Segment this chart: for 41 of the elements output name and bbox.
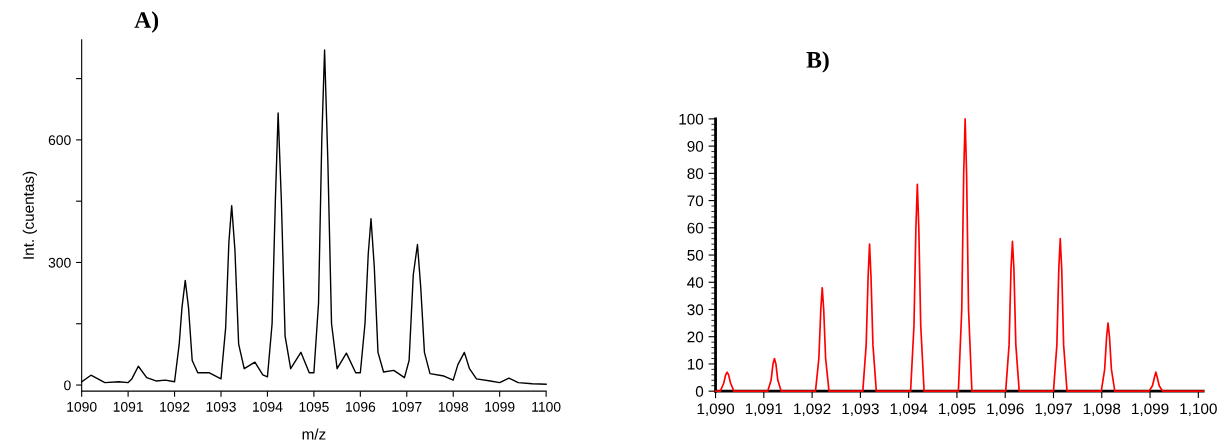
x-tick-label: 1091 <box>113 401 143 412</box>
x-tick-label: 1,094 <box>890 403 928 416</box>
y-tick-label: 30 <box>687 304 704 316</box>
y-tick-label: 0 <box>64 380 71 391</box>
line-series <box>714 118 1204 393</box>
x-tick-label: 1,093 <box>842 403 879 416</box>
x-axis-title: m/z <box>302 428 326 440</box>
x-tick-label: 1096 <box>345 401 376 412</box>
y-axis-title: Int. (cuentas) <box>22 171 37 259</box>
chart-title: A) <box>134 11 159 33</box>
y-tick-label: 80 <box>687 168 704 180</box>
y-tick-label: 100 <box>679 113 704 125</box>
x-tick-label: 1,097 <box>1035 403 1072 416</box>
chart-title: B) <box>806 51 829 73</box>
y-tick-label: 600 <box>48 135 71 146</box>
x-tick-label: 1,091 <box>745 403 783 416</box>
x-tick-label: 1,100 <box>1180 403 1217 416</box>
x-tick-label: 1,099 <box>1132 403 1169 416</box>
y-tick-label: 300 <box>48 257 71 268</box>
x-tick-label: 1100 <box>532 401 561 412</box>
y-tick-label: 40 <box>687 277 704 288</box>
x-tick-label: 1,095 <box>938 403 976 416</box>
y-tick-label: 0 <box>695 386 704 397</box>
x-tick-label: 1090 <box>67 401 97 412</box>
x-tick-label: 1098 <box>438 401 469 412</box>
y-tick-label: 70 <box>687 195 704 207</box>
x-tick-label: 1097 <box>392 401 422 412</box>
x-tick-label: 1093 <box>206 401 236 412</box>
x-tick-label: 1092 <box>160 401 190 412</box>
y-tick-label: 90 <box>687 140 704 152</box>
x-tick-label: 1,090 <box>697 403 735 416</box>
y-tick-label: 10 <box>687 358 704 370</box>
x-tick-label: 1099 <box>485 401 515 412</box>
y-tick-label: 50 <box>687 249 704 261</box>
x-tick-label: 1095 <box>299 401 329 412</box>
y-tick-label: 60 <box>687 222 704 234</box>
x-tick-label: 1,096 <box>987 403 1024 416</box>
y-tick-label: 20 <box>687 331 704 343</box>
x-tick-label: 1,098 <box>1083 403 1121 416</box>
x-tick-label: 1,092 <box>794 403 831 416</box>
x-tick-label: 1094 <box>253 401 283 412</box>
